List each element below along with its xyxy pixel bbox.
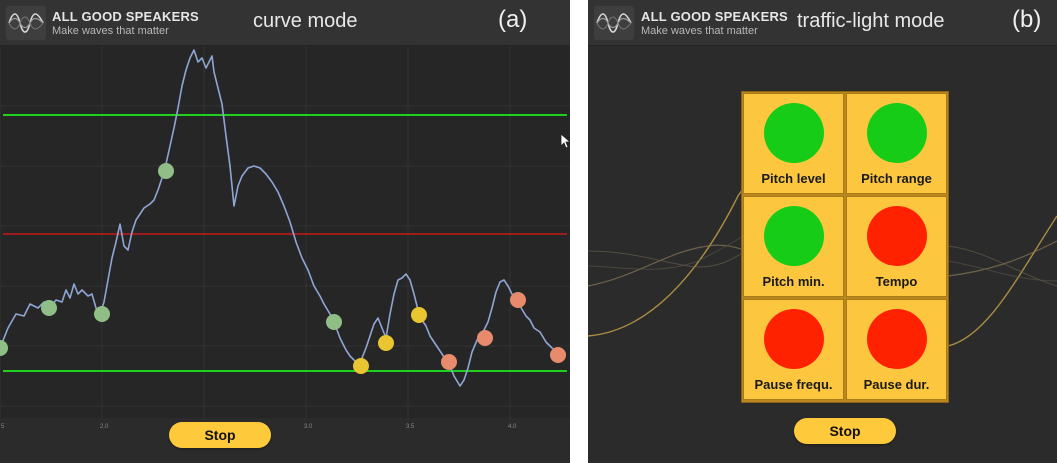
x-tick-label: 2.0 [100, 424, 109, 430]
status-light-red [764, 309, 824, 369]
marker-dot-orange [441, 354, 457, 370]
brand-tagline: Make waves that matter [52, 25, 169, 37]
marker-dot-orange [550, 347, 566, 363]
tile-pause-duration: Pause dur. [846, 299, 947, 400]
curve-mode-panel: ALL GOOD SPEAKERS Make waves that matter… [0, 0, 570, 463]
traffic-light-grid: Pitch level Pitch range Pitch min. Tempo… [741, 91, 949, 403]
speaker-wave-logo-icon [594, 6, 634, 40]
tile-pitch-level: Pitch level [743, 93, 844, 194]
marker-dot-orange [510, 292, 526, 308]
marker-dots [0, 163, 566, 374]
marker-dot-yellow [353, 358, 369, 374]
status-light-red [867, 309, 927, 369]
marker-dot-green [326, 314, 342, 330]
traffic-light-mode-panel: ALL GOOD SPEAKERS Make waves that matter… [588, 0, 1057, 463]
brand-tagline: Make waves that matter [641, 25, 758, 37]
status-light-green [764, 103, 824, 163]
tile-label: Pitch min. [762, 274, 825, 289]
tile-pitch-range: Pitch range [846, 93, 947, 194]
mode-title: curve mode [253, 10, 358, 32]
speaker-wave-logo-icon [6, 6, 46, 40]
background-wave-curves [588, 175, 1057, 347]
marker-dot-green [0, 340, 8, 356]
x-tick-label: 5 [1, 424, 5, 430]
x-tick-label: 3.0 [304, 424, 313, 430]
marker-dot-yellow [411, 307, 427, 323]
tile-pause-frequency: Pause frequ. [743, 299, 844, 400]
pitch-curve-plot [0, 46, 570, 418]
brand-name: ALL GOOD SPEAKERS [52, 9, 199, 24]
status-light-green [764, 206, 824, 266]
brand-name: ALL GOOD SPEAKERS [641, 9, 788, 24]
panel-label: (b) [1012, 6, 1042, 33]
tile-label: Pause dur. [863, 377, 930, 392]
app-header: ALL GOOD SPEAKERS Make waves that matter… [0, 0, 570, 46]
pitch-curve-line [0, 49, 567, 387]
x-tick-label: 3.5 [406, 424, 415, 430]
status-light-green [867, 103, 927, 163]
stop-button[interactable]: Stop [169, 422, 271, 448]
stop-button[interactable]: Stop [794, 418, 896, 444]
status-light-red [867, 206, 927, 266]
marker-dot-green [41, 300, 57, 316]
marker-dot-yellow [378, 335, 394, 351]
tile-label: Tempo [875, 274, 918, 289]
tile-tempo: Tempo [846, 196, 947, 297]
mouse-pointer-icon [560, 133, 570, 149]
panel-label: (a) [498, 6, 528, 33]
marker-dot-green [158, 163, 174, 179]
tile-pitch-min: Pitch min. [743, 196, 844, 297]
x-tick-label: 4.0 [508, 424, 517, 430]
tile-label: Pause frequ. [754, 377, 833, 392]
marker-dot-orange [477, 330, 493, 346]
app-header: ALL GOOD SPEAKERS Make waves that matter… [588, 0, 1057, 46]
tile-label: Pitch level [761, 171, 826, 186]
mode-title: traffic-light mode [797, 10, 945, 32]
tile-label: Pitch range [861, 171, 932, 186]
marker-dot-green [94, 306, 110, 322]
